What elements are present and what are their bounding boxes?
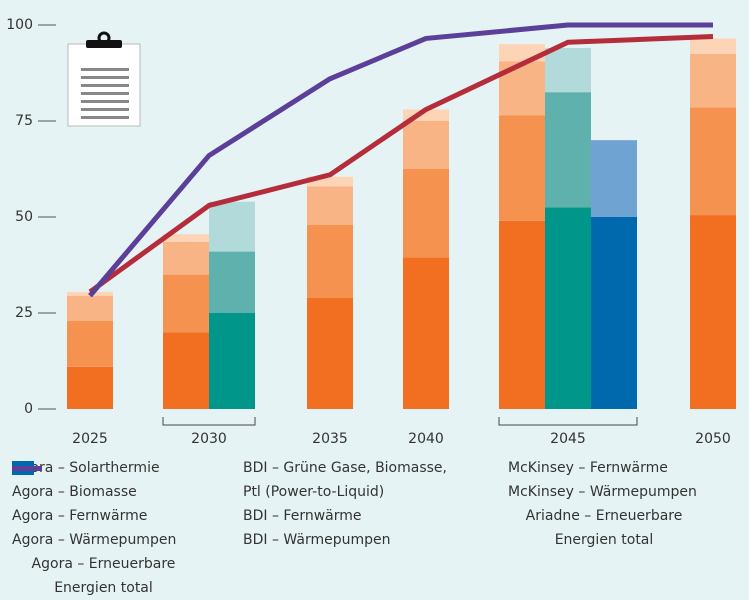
bar-segment (545, 92, 591, 208)
group-bracket (162, 417, 256, 426)
bar-segment (163, 234, 209, 242)
clipboard-icon (67, 31, 141, 127)
bar-segment (499, 115, 545, 221)
bar-segment (545, 48, 591, 93)
legend-item: BDI – Fernwärme (12, 461, 508, 528)
legend-label: Agora – Biomasse (12, 484, 137, 500)
x-tick-label: 2050 (695, 431, 731, 447)
bar-segment (591, 217, 637, 409)
group-bracket (498, 417, 638, 426)
bar-segment (67, 366, 113, 409)
bar-segment (690, 215, 736, 409)
x-tick-label: 2045 (550, 431, 586, 447)
bar-segment (545, 207, 591, 409)
legend-label: BDI – Fernwärme (243, 508, 362, 524)
bar-segment (67, 295, 113, 321)
bar-segment (591, 140, 637, 217)
bar-segment (403, 257, 449, 409)
bar-segment (307, 297, 353, 409)
bar-segment (67, 320, 113, 367)
x-tick-label: 2030 (191, 431, 227, 447)
legend-label: Agora – Wärmepumpen (12, 532, 177, 548)
legend: Agora – Solarthermie Agora – Biomasse Agor… (12, 456, 748, 600)
swatch-line (12, 466, 42, 471)
bar-segment (307, 176, 353, 187)
bar-segment (403, 121, 449, 169)
legend-label: Agora – Erneuerbare Energien total (31, 556, 176, 596)
legend-label: McKinsey – Fernwärme (508, 460, 668, 476)
bar-segment (690, 107, 736, 216)
legend-label: BDI – Grüne Gase, Biomasse, Ptl (Power-t… (243, 460, 447, 500)
bar-segment (690, 53, 736, 108)
x-tick-label: 2035 (312, 431, 348, 447)
legend-label: Ariadne – Erneuerbare Energien total (525, 508, 683, 548)
bar-segment (690, 38, 736, 54)
bar-segment (307, 224, 353, 298)
y-tick-label: 100 (6, 17, 33, 33)
legend-item: McKinsey – Wärmepumpen (12, 461, 748, 504)
bar-segment (163, 274, 209, 333)
legend-column: BDI – Grüne Gase, Biomasse, Ptl (Power-t… (12, 456, 508, 600)
legend-swatch (12, 466, 42, 471)
bar-segment (163, 241, 209, 275)
legend-label: Agora – Solarthermie (12, 460, 160, 476)
bar-segment (209, 251, 255, 313)
legend-label: McKinsey – Wärmepumpen (508, 484, 697, 500)
y-tick-label: 25 (15, 305, 33, 321)
legend-item: Agora – Wärmepumpen (12, 461, 243, 552)
y-tick-label: 75 (15, 113, 33, 129)
bar-segment (163, 332, 209, 409)
legend-item: Ariadne – Erneuerbare Energien total (12, 466, 748, 552)
legend-item: BDI – Wärmepumpen (12, 461, 508, 552)
x-tick-label: 2040 (408, 431, 444, 447)
bar-segment (403, 109, 449, 121)
legend-label: BDI – Wärmepumpen (243, 532, 391, 548)
legend-column: McKinsey – Fernwärme McKinsey – Wärmepump… (12, 456, 748, 600)
line-series (88, 34, 714, 294)
legend-item: Agora – Solarthermie (12, 456, 243, 480)
y-tick-label: 50 (15, 209, 33, 225)
bar-segment (499, 220, 545, 409)
legend-column: Agora – Solarthermie Agora – Biomasse Agor… (12, 456, 243, 600)
bar-segment (209, 201, 255, 252)
x-tick-label: 2025 (72, 431, 108, 447)
bar-segment (403, 169, 449, 258)
chart: 0 25 50 75 100 2025 2030 2035 2040 2045 2050 (6, 17, 736, 447)
legend-item: McKinsey – Fernwärme (12, 456, 748, 480)
legend-item: Agora – Fernwärme (12, 461, 243, 528)
legend-item: BDI – Grüne Gase, Biomasse, Ptl (Power-t… (12, 456, 508, 504)
y-tick-label: 0 (24, 401, 33, 417)
line-series (88, 22, 713, 298)
bar-segment (209, 313, 255, 409)
bar-segment (307, 186, 353, 225)
legend-item: Agora – Biomasse (12, 461, 243, 504)
legend-item: Agora – Erneuerbare Energien total (12, 466, 243, 600)
legend-label: Agora – Fernwärme (12, 508, 148, 524)
